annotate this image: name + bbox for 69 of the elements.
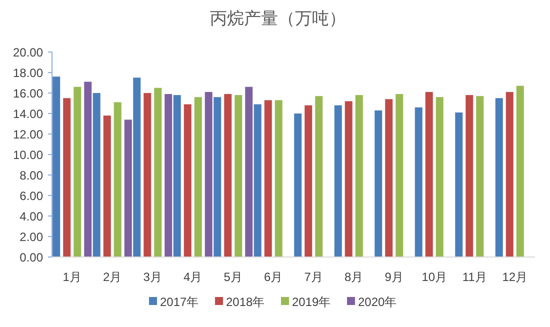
- bar: [274, 100, 282, 257]
- bar: [385, 99, 393, 257]
- bar: [455, 112, 463, 257]
- bar: [194, 97, 202, 257]
- bar: [52, 76, 60, 257]
- bar: [315, 96, 323, 257]
- bar: [154, 88, 162, 257]
- x-tick-label: 6月: [264, 270, 283, 284]
- x-tick-label: 3月: [143, 270, 162, 284]
- bar: [495, 98, 503, 257]
- y-tick-label: 8.00: [20, 168, 44, 182]
- chart-title: 丙烷产量（万吨）: [210, 9, 346, 28]
- legend-label: 2017年: [160, 295, 199, 309]
- bar: [63, 98, 71, 257]
- y-tick-label: 16.00: [12, 86, 44, 100]
- bar: [304, 105, 312, 257]
- bar: [374, 110, 382, 257]
- x-tick-label: 4月: [184, 270, 202, 284]
- bar: [355, 95, 363, 257]
- y-tick-label: 4.00: [20, 210, 44, 224]
- legend-label: 2020年: [358, 295, 397, 309]
- x-tick-label: 8月: [344, 270, 364, 284]
- legend-label: 2018年: [226, 295, 265, 309]
- bar: [173, 95, 181, 257]
- bar: [133, 78, 141, 257]
- y-tick-label: 18.00: [12, 66, 44, 80]
- bar: [334, 105, 342, 257]
- x-tick-label: 10月: [422, 270, 448, 284]
- bar: [204, 92, 212, 257]
- y-tick-label: 0.00: [20, 250, 44, 264]
- bar: [103, 116, 111, 257]
- y-tick-label: 2.00: [20, 230, 44, 244]
- x-tick-label: 11月: [462, 270, 487, 284]
- y-tick-label: 12.00: [12, 128, 44, 142]
- bar: [264, 100, 272, 257]
- y-tick-label: 14.00: [12, 107, 44, 121]
- bar: [344, 101, 352, 257]
- bar: [294, 114, 302, 257]
- x-tick-label: 2月: [103, 270, 122, 284]
- bar: [144, 93, 152, 257]
- bar: [124, 120, 132, 257]
- bar: [234, 95, 242, 257]
- bar: [74, 86, 82, 257]
- x-tick-label: 9月: [384, 270, 404, 284]
- y-tick-label: 10.00: [12, 148, 44, 162]
- bar: [254, 104, 262, 257]
- bar: [224, 94, 232, 257]
- legend-label: 2019年: [292, 295, 331, 309]
- bar: [516, 86, 524, 257]
- bar: [414, 107, 422, 257]
- x-tick-label: 7月: [304, 270, 323, 284]
- bar: [84, 82, 92, 257]
- bar: [245, 86, 253, 257]
- bar: [164, 94, 172, 257]
- bar: [466, 95, 474, 257]
- bar: [476, 96, 484, 257]
- bar: [92, 93, 100, 257]
- x-tick-label: 1月: [62, 270, 82, 284]
- bar: [506, 92, 514, 257]
- x-tick-label: 12月: [502, 270, 528, 284]
- x-tick-label: 5月: [224, 270, 242, 284]
- bar: [114, 102, 122, 257]
- bar: [425, 92, 433, 257]
- bar: [184, 104, 192, 257]
- bar: [436, 97, 444, 257]
- y-tick-label: 6.00: [20, 189, 44, 203]
- y-tick-label: 20.00: [12, 46, 44, 60]
- bar: [214, 97, 222, 257]
- bar: [396, 94, 404, 257]
